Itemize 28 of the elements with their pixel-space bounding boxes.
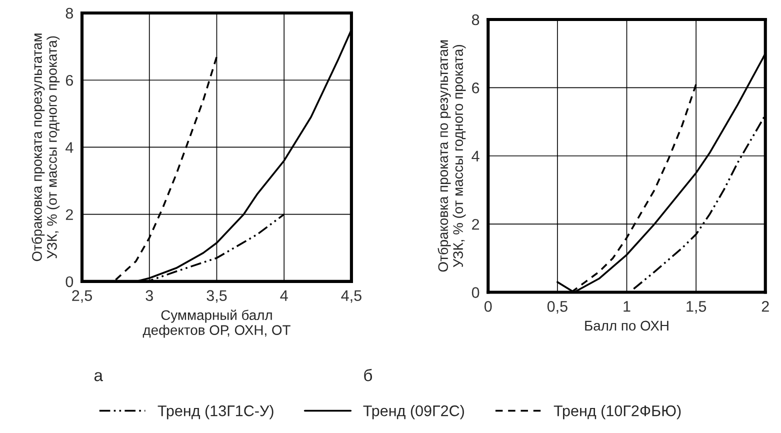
x-tick-label: 4 bbox=[280, 290, 288, 301]
legend-label: Тренд (10Г2ФБЮ) bbox=[554, 405, 681, 420]
y-tick-label: 0 bbox=[66, 276, 74, 288]
y-tick-label: 6 bbox=[472, 82, 480, 94]
y-tick-label: 6 bbox=[66, 74, 73, 86]
y-tick-label: 8 bbox=[66, 8, 74, 19]
text: а bbox=[94, 372, 103, 382]
y-tick-label: 2 bbox=[472, 218, 480, 230]
y-axis-title: Отбраковка проката по результатам УЗК, % (от массы годного проката) bbox=[438, 40, 466, 272]
y-axis-title: Отбраковка проката порезультатам УЗК, % (от массы годного проката) bbox=[32, 34, 60, 262]
x-axis-title: Суммарный балл дефектов ОР, ОХН, ОТ bbox=[142, 310, 290, 338]
x-tick-label: 2,5 bbox=[72, 290, 92, 303]
y-tick-label: 4 bbox=[472, 150, 480, 162]
x-tick-label: 1,5 bbox=[686, 301, 706, 314]
text: б bbox=[364, 368, 372, 382]
x-axis-title: Балл по ОХН bbox=[585, 320, 668, 331]
y-tick-label: 4 bbox=[66, 142, 74, 153]
y-tick-label: 8 bbox=[472, 14, 480, 26]
x-tick-label: 0,5 bbox=[547, 301, 568, 314]
x-tick-label: 4,5 bbox=[341, 290, 362, 303]
x-tick-label: 1 bbox=[624, 301, 630, 312]
legend-label: Тренд (09Г2С) bbox=[363, 405, 464, 420]
x-tick-label: 2 bbox=[762, 301, 769, 312]
x-tick-label: 3,5 bbox=[206, 290, 227, 303]
y-tick-label: 2 bbox=[66, 209, 73, 220]
x-tick-label: 3 bbox=[146, 290, 153, 302]
legend-label: Тренд (13Г1С-У) bbox=[158, 405, 274, 420]
x-tick-label: 0 bbox=[484, 301, 492, 312]
